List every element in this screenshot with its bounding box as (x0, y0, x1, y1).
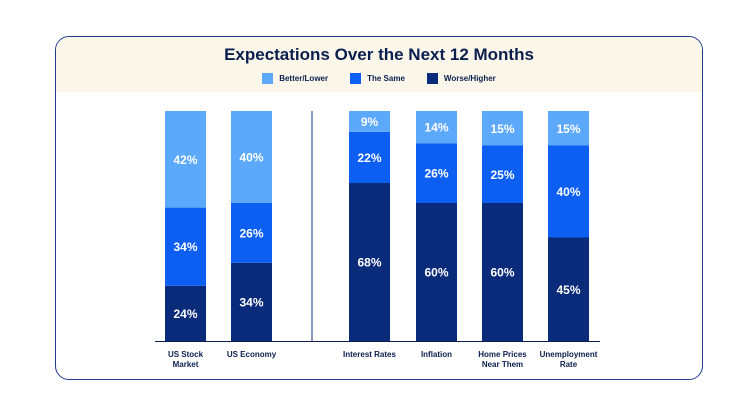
legend-item-the-same: The Same (350, 73, 405, 84)
legend: Better/Lower The Same Worse/Higher (56, 73, 702, 84)
bar-us-economy-worse-higher (231, 262, 272, 341)
legend-swatch-worse-higher (426, 73, 438, 84)
data-label-inflation-worse-higher: 60% (424, 266, 448, 280)
data-label-us-economy-worse-higher: 34% (239, 295, 263, 309)
legend-swatch-the-same (350, 73, 362, 84)
data-label-us-stock-market-better-lower: 42% (173, 153, 197, 167)
bar-home-prices-near-them-better-lower (482, 111, 523, 146)
legend-item-worse-higher: Worse/Higher (426, 73, 496, 84)
category-label-home-prices-near-them-line-1: Home Prices (478, 350, 527, 359)
legend-label-better-lower: Better/Lower (279, 74, 329, 83)
bar-home-prices-near-them-the-same (482, 145, 523, 203)
data-label-interest-rates-worse-higher: 68% (357, 256, 381, 270)
data-label-unemployment-rate-the-same: 40% (556, 185, 580, 199)
data-label-home-prices-near-them-the-same: 25% (490, 168, 514, 182)
data-label-us-economy-the-same: 26% (239, 226, 263, 240)
data-label-inflation-the-same: 26% (424, 167, 448, 181)
category-label-home-prices-near-them-line-2: Near Them (482, 360, 523, 369)
category-label-unemployment-rate-line-1: Unemployment (540, 350, 598, 359)
bar-unemployment-rate-the-same (548, 145, 589, 238)
bar-unemployment-rate-worse-higher (548, 237, 589, 341)
legend-label-worse-higher: Worse/Higher (443, 74, 496, 83)
bar-us-economy-better-lower (231, 111, 272, 203)
data-label-us-stock-market-the-same: 34% (173, 240, 197, 254)
legend-label-the-same: The Same (367, 74, 405, 83)
bar-us-stock-market-better-lower (165, 111, 206, 208)
data-label-home-prices-near-them-better-lower: 15% (490, 122, 514, 136)
data-label-us-stock-market-worse-higher: 24% (173, 307, 197, 321)
bar-inflation-the-same (416, 143, 457, 203)
bar-us-economy-the-same (231, 203, 272, 263)
legend-swatch-better-lower (262, 73, 274, 84)
category-label-unemployment-rate-line-2: Rate (560, 360, 578, 369)
bar-inflation-worse-higher (416, 203, 457, 341)
data-label-interest-rates-better-lower: 9% (361, 115, 379, 129)
category-label-us-economy-line-1: US Economy (227, 350, 277, 359)
data-label-unemployment-rate-worse-higher: 45% (556, 283, 580, 297)
bar-interest-rates-worse-higher (349, 183, 390, 341)
category-label-us-stock-market-line-1: US Stock (168, 350, 204, 359)
bar-interest-rates-better-lower (349, 111, 390, 132)
bar-interest-rates-the-same (349, 131, 390, 184)
bar-us-stock-market-worse-higher (165, 285, 206, 341)
legend-item-better-lower: Better/Lower (262, 73, 328, 84)
chart-title: Expectations Over the Next 12 Months (224, 45, 534, 64)
data-label-home-prices-near-them-worse-higher: 60% (490, 266, 514, 280)
bar-inflation-better-lower (416, 111, 457, 144)
chart-header: Expectations Over the Next 12 Months Bet… (56, 37, 702, 92)
bar-us-stock-market-the-same (165, 207, 206, 286)
data-label-interest-rates-the-same: 22% (357, 151, 381, 165)
category-label-us-stock-market-line-2: Market (173, 360, 199, 369)
bar-unemployment-rate-better-lower (548, 111, 589, 146)
data-label-unemployment-rate-better-lower: 15% (556, 122, 580, 136)
data-label-us-economy-better-lower: 40% (239, 151, 263, 165)
category-label-interest-rates-line-1: Interest Rates (343, 350, 396, 359)
bar-home-prices-near-them-worse-higher (482, 203, 523, 341)
category-label-inflation-line-1: Inflation (421, 350, 452, 359)
data-label-inflation-better-lower: 14% (424, 121, 448, 135)
